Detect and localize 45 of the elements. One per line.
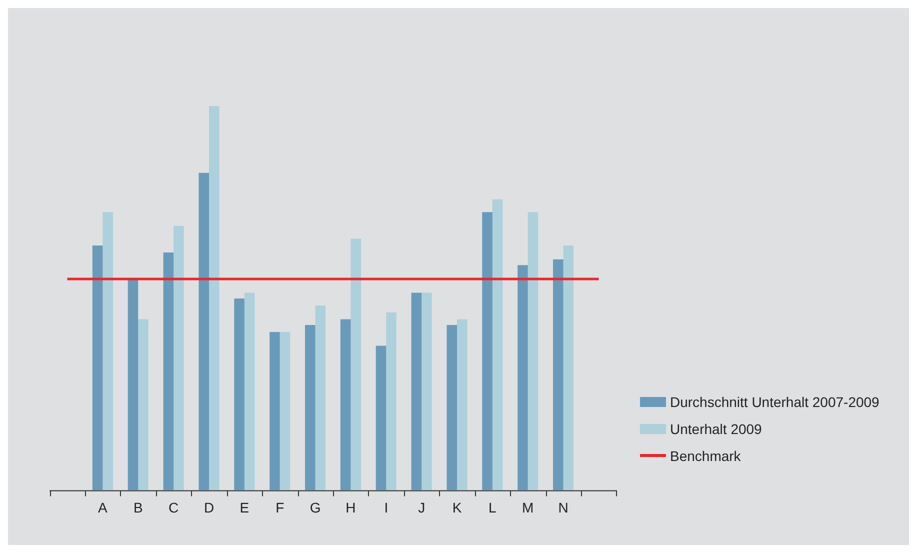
legend-label: Durchschnitt Unterhalt 2007-2009 (670, 394, 880, 410)
x-tick-label: H (346, 499, 356, 516)
bar (92, 246, 103, 490)
x-tick-label: D (204, 499, 214, 516)
bar (234, 298, 244, 490)
bar (482, 212, 492, 490)
bar (138, 319, 148, 490)
x-tick-label: F (276, 499, 284, 516)
bar (174, 226, 184, 490)
bar (280, 332, 290, 490)
bar (340, 319, 351, 490)
bar (128, 278, 138, 490)
x-tick-label: J (418, 499, 426, 516)
x-tick-label: K (452, 499, 462, 516)
bar (386, 312, 396, 490)
bar (305, 325, 316, 490)
bar (376, 346, 386, 490)
bar (350, 238, 361, 490)
legend-label: Unterhalt 2009 (670, 420, 762, 436)
bar (315, 305, 326, 490)
bar (102, 212, 113, 490)
bar (422, 292, 432, 490)
bar (270, 332, 280, 490)
x-tick-label: N (558, 499, 568, 516)
bar (198, 172, 209, 490)
x-tick-label: E (240, 499, 250, 516)
x-tick-label: L (488, 499, 497, 516)
bar (528, 212, 538, 490)
x-tick-label: C (168, 499, 179, 516)
x-tick-label: G (310, 499, 321, 516)
bar (244, 292, 255, 490)
x-tick-label: A (98, 499, 108, 516)
bar (563, 246, 574, 490)
x-tick-label: M (522, 499, 534, 516)
bar (446, 325, 457, 490)
bar (163, 252, 174, 490)
legend-label: Benchmark (670, 448, 741, 464)
bar (553, 259, 564, 490)
bar (492, 199, 503, 490)
bar (457, 319, 468, 490)
bar (518, 265, 528, 490)
x-tick-label: I (384, 499, 388, 516)
bar (209, 106, 220, 490)
bar (411, 292, 422, 490)
x-tick-label: B (133, 499, 143, 516)
